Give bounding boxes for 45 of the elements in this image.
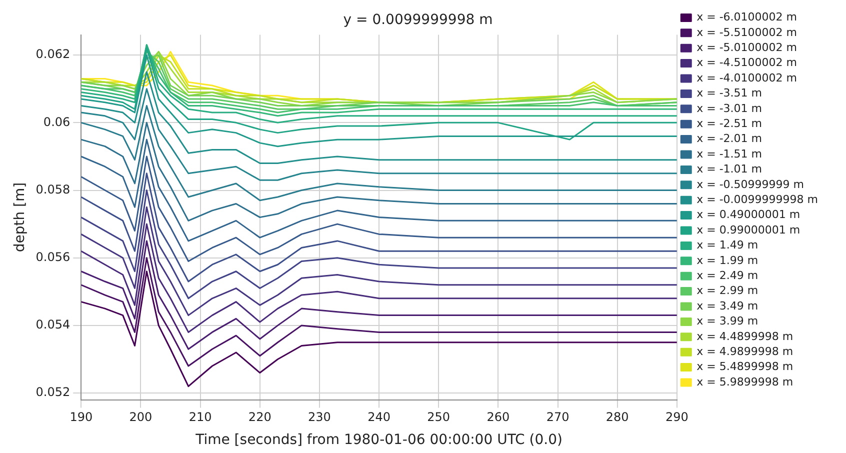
legend-label: x = -3.51 m (696, 86, 762, 100)
legend-label: x = 3.99 m (696, 314, 758, 328)
x-axis-title: Time [seconds] from 1980-01-06 00:00:00 UTC (0.0) (194, 432, 562, 448)
legend-label: x = -5.5100002 m (696, 26, 798, 39)
legend-label: x = -4.0100002 m (696, 71, 798, 84)
legend-label: x = 4.9899998 m (696, 344, 794, 358)
legend-label: x = 1.99 m (696, 254, 758, 267)
x-tick-label: 270 (546, 410, 570, 424)
x-tick-label: 220 (248, 410, 272, 424)
chart-title: y = 0.0099999998 m (343, 12, 493, 28)
legend-label: x = -0.50999999 m (696, 178, 804, 191)
y-tick-label: 0.054 (36, 318, 70, 332)
y-tick-label: 0.062 (36, 47, 70, 62)
legend-label: x = -2.01 m (696, 132, 762, 146)
legend-label: x = 1.49 m (696, 238, 758, 252)
legend-label: x = 5.4899998 m (696, 360, 794, 374)
legend-label: x = 5.9899998 m (696, 375, 794, 388)
x-tick-label: 290 (665, 410, 688, 424)
legend-label: x = 0.99000001 m (696, 223, 800, 236)
legend-label: x = -6.0100002 m (696, 10, 798, 24)
legend-label: x = -3.01 m (696, 102, 762, 115)
y-axis-title: depth [m] (12, 182, 28, 252)
legend-label: x = 2.99 m (696, 284, 758, 298)
x-tick-label: 230 (308, 410, 331, 424)
x-tick-label: 260 (486, 410, 510, 424)
x-tick-label: 280 (606, 410, 629, 424)
legend-label: x = -0.0099999998 m (696, 192, 818, 206)
y-tick-label: 0.058 (36, 182, 70, 196)
y-tick-label: 0.056 (36, 250, 70, 264)
legend-label: x = 2.49 m (696, 268, 758, 282)
legend-label: x = 0.49000001 m (696, 208, 800, 222)
x-tick-label: 240 (368, 410, 390, 424)
legend-label: x = -1.01 m (696, 162, 762, 176)
legend-label: x = -1.51 m (696, 147, 762, 160)
y-tick-label: 0.052 (36, 385, 70, 400)
legend-label: x = -4.5100002 m (696, 56, 798, 70)
x-tick-label: 190 (70, 410, 93, 424)
x-tick-label: 210 (188, 410, 212, 424)
x-tick-label: 200 (129, 410, 152, 424)
legend-label: x = -2.51 m (696, 116, 762, 130)
legend-label: x = 4.4899998 m (696, 330, 794, 343)
y-tick-label: 0.06 (43, 114, 70, 129)
legend-label: x = 3.49 m (696, 299, 758, 312)
legend-label: x = -5.0100002 m (696, 40, 798, 54)
x-tick-label: 250 (427, 410, 450, 424)
